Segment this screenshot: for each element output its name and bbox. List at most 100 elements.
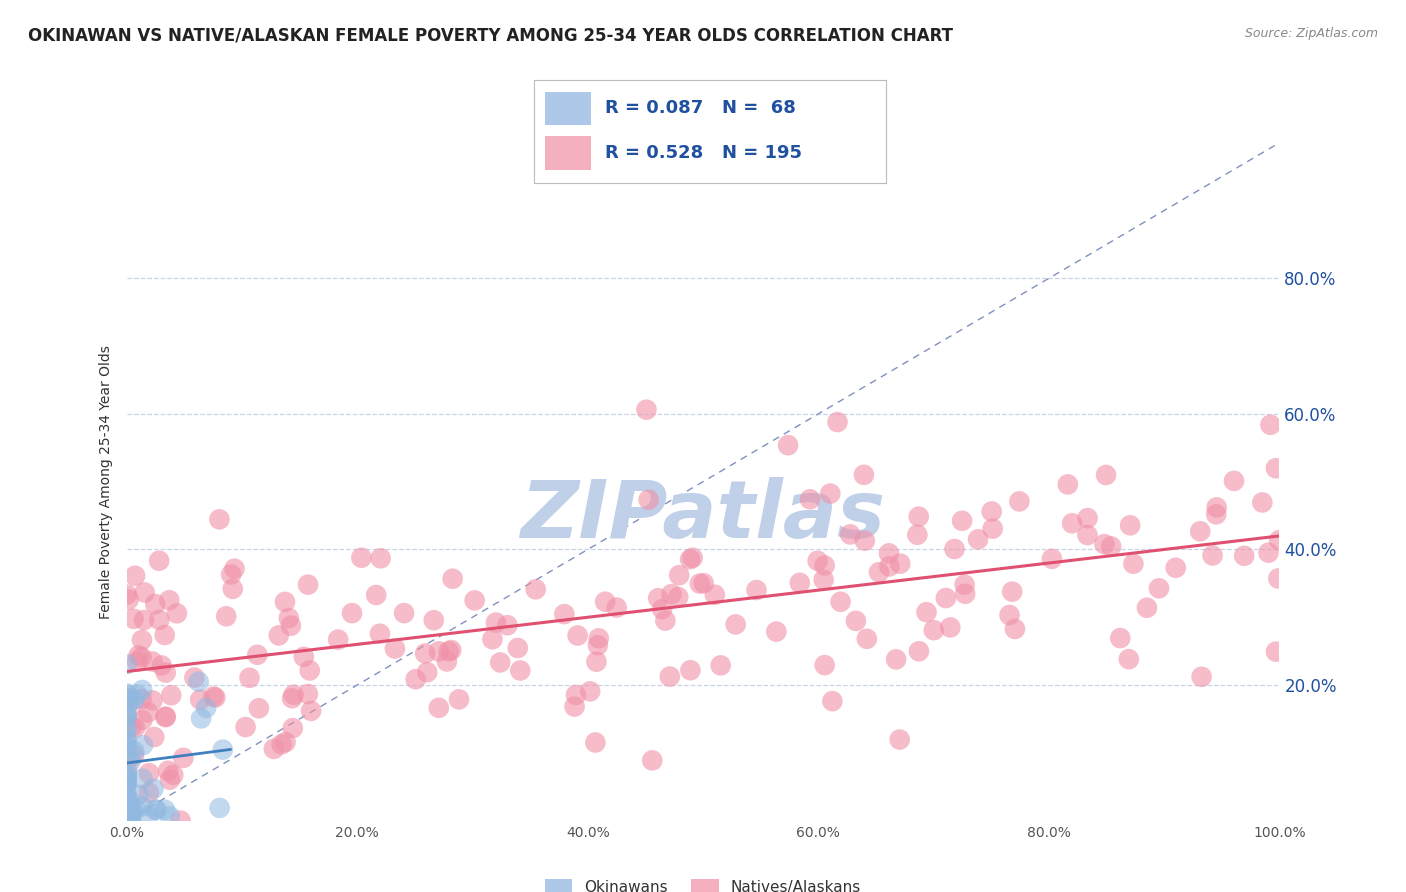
- Point: [115, 793, 138, 807]
- Point: [115, 708, 138, 723]
- Point: [118, 751, 141, 765]
- Point: [131, 632, 153, 647]
- Point: [427, 701, 450, 715]
- Point: [299, 704, 322, 718]
- Bar: [544, 136, 591, 169]
- Point: [1201, 549, 1223, 563]
- Point: [889, 732, 911, 747]
- Point: [889, 557, 911, 571]
- Point: [277, 611, 299, 625]
- Point: [143, 730, 166, 744]
- Point: [1077, 511, 1099, 525]
- Point: [283, 688, 305, 702]
- Point: [661, 587, 683, 601]
- Point: [281, 721, 304, 735]
- Point: [585, 655, 607, 669]
- Point: [166, 607, 188, 621]
- Point: [118, 802, 141, 816]
- Point: [160, 688, 183, 702]
- Point: [125, 688, 148, 702]
- Point: [115, 772, 138, 786]
- Point: [115, 709, 138, 723]
- Point: [115, 723, 138, 738]
- Point: [204, 690, 226, 705]
- Point: [115, 770, 138, 784]
- Point: [124, 744, 146, 758]
- Point: [118, 592, 141, 607]
- Point: [297, 687, 319, 701]
- Point: [292, 649, 315, 664]
- Point: [131, 772, 153, 786]
- Point: [298, 664, 321, 678]
- Point: [427, 644, 450, 658]
- Point: [117, 696, 139, 710]
- Point: [297, 577, 319, 591]
- Point: [588, 632, 610, 646]
- Point: [437, 644, 460, 658]
- Point: [115, 739, 138, 753]
- Point: [211, 742, 233, 756]
- Point: [1257, 546, 1279, 560]
- Point: [413, 647, 436, 661]
- Point: [1136, 600, 1159, 615]
- Point: [122, 693, 145, 707]
- Point: [1268, 533, 1291, 548]
- Point: [131, 799, 153, 814]
- Point: [814, 658, 837, 673]
- Point: [682, 550, 704, 565]
- Point: [118, 805, 141, 819]
- Point: [128, 648, 150, 663]
- Point: [235, 720, 257, 734]
- Point: [1223, 474, 1246, 488]
- Point: [1004, 622, 1026, 636]
- Point: [852, 467, 875, 482]
- Point: [153, 803, 176, 817]
- Point: [136, 810, 159, 824]
- Point: [274, 735, 297, 749]
- Point: [586, 638, 609, 652]
- Point: [155, 709, 177, 723]
- Point: [679, 663, 702, 677]
- Point: [509, 664, 531, 678]
- Point: [636, 402, 658, 417]
- Point: [117, 795, 139, 809]
- Point: [280, 618, 302, 632]
- Point: [967, 533, 990, 547]
- Point: [202, 690, 225, 704]
- Point: [115, 657, 138, 672]
- Point: [190, 711, 212, 725]
- Point: [565, 688, 588, 702]
- Point: [169, 814, 191, 828]
- Point: [121, 720, 143, 734]
- Point: [115, 742, 138, 756]
- Point: [943, 541, 966, 556]
- Point: [138, 766, 160, 780]
- Point: [668, 568, 690, 582]
- Point: [115, 805, 138, 819]
- Point: [145, 803, 167, 817]
- Point: [118, 804, 141, 818]
- Point: [115, 814, 138, 828]
- Point: [884, 652, 907, 666]
- Point: [136, 706, 159, 720]
- Text: ZIPatlas: ZIPatlas: [520, 476, 886, 555]
- Point: [1094, 537, 1116, 551]
- Point: [1205, 500, 1227, 515]
- Point: [950, 514, 973, 528]
- Point: [195, 700, 218, 714]
- Point: [666, 590, 689, 604]
- Point: [821, 694, 844, 708]
- Point: [131, 713, 153, 727]
- Point: [693, 576, 716, 591]
- Point: [908, 644, 931, 658]
- Point: [270, 737, 292, 751]
- Point: [115, 771, 138, 785]
- Point: [162, 768, 184, 782]
- Point: [143, 803, 166, 817]
- Point: [564, 699, 586, 714]
- Point: [440, 643, 463, 657]
- Point: [224, 562, 246, 576]
- Point: [868, 565, 890, 579]
- Point: [1099, 540, 1122, 554]
- Point: [830, 595, 852, 609]
